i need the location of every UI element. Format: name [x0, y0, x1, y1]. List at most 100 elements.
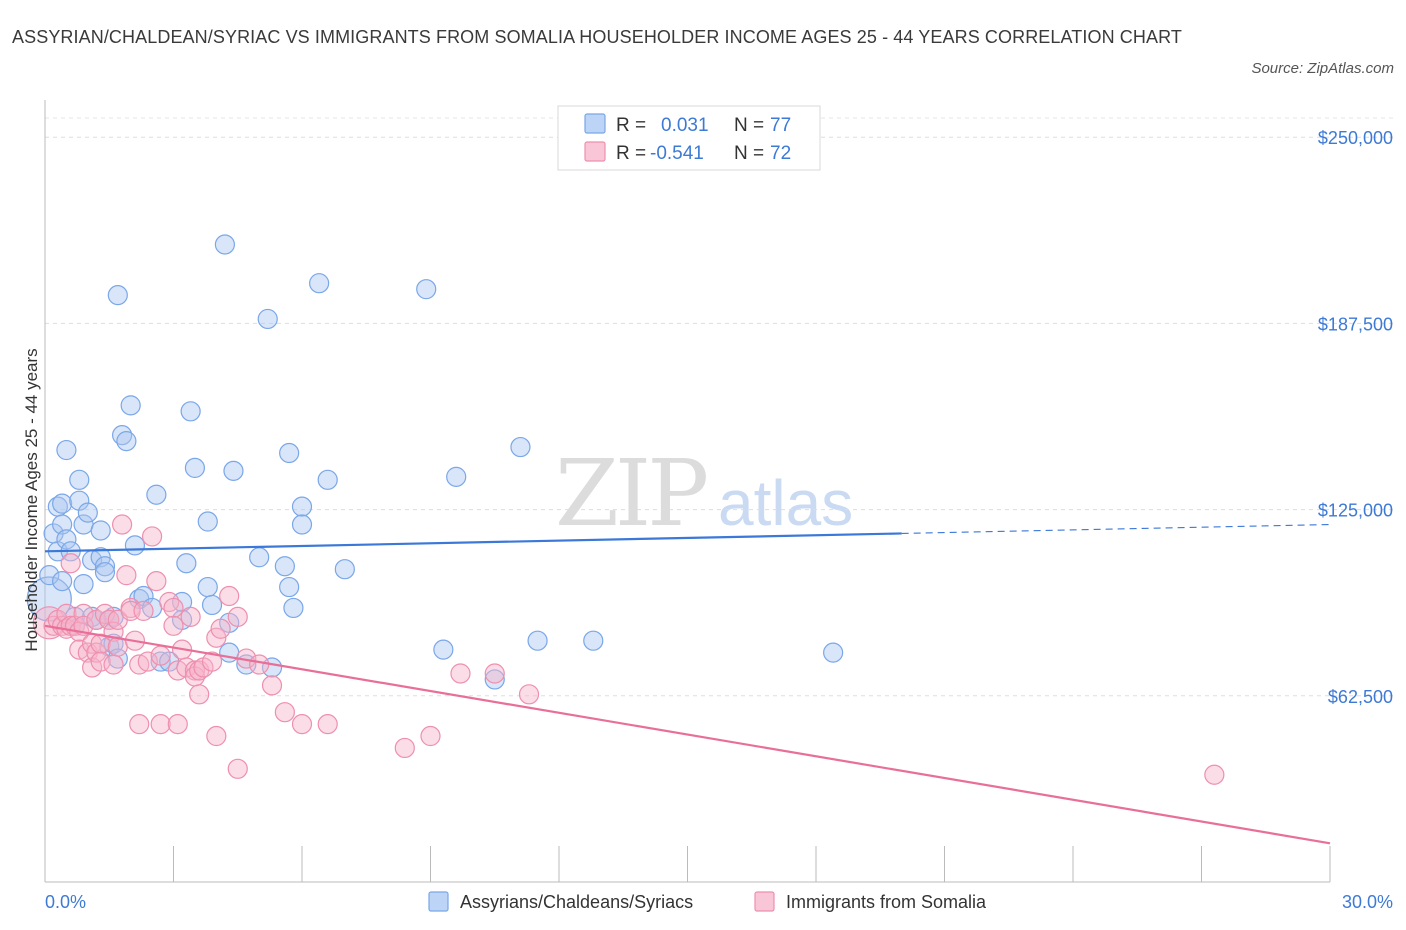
series-1-point-58 [227, 758, 248, 779]
watermark-atlas: atlas [718, 467, 853, 539]
series-0-point-0 [26, 576, 72, 622]
watermark: ZIP atlas [555, 440, 853, 547]
series-1-point-6 [60, 553, 81, 574]
series-1-point-61 [261, 675, 283, 696]
bottom-legend-swatch-blue [428, 891, 449, 912]
bottom-legend-label-1: Assyrians/Chaldeans/Syriacs [460, 892, 693, 912]
series-1-point-57 [227, 606, 248, 627]
legend-r-value-2: -0.541 [650, 143, 704, 164]
series-0-point-34 [124, 535, 146, 556]
data-points [26, 234, 1225, 785]
series-1-point-56 [219, 585, 240, 607]
series-1-point-69 [518, 684, 540, 705]
series-0-point-71 [527, 630, 548, 651]
watermark-zip: ZIP [555, 440, 706, 547]
x-tick-label-min: 0.0% [45, 892, 86, 912]
series-0-point-47 [197, 576, 218, 598]
series-0-point-64 [317, 469, 338, 490]
series-0-point-55 [257, 308, 278, 330]
series-1-point-40 [163, 597, 184, 619]
series-1-point-37 [150, 645, 171, 666]
series-0-point-9 [56, 439, 77, 461]
bottom-legend-swatch-pink [754, 891, 775, 912]
legend: R = 0.031 N = 77 R = -0.541 N = 72 [557, 105, 821, 171]
series-0-point-69 [484, 669, 505, 690]
series-0-points [26, 234, 844, 690]
legend-n-value-2: 72 [770, 143, 791, 164]
series-0-point-21 [90, 520, 111, 541]
legend-swatch-blue [584, 113, 606, 134]
legend-r-label-2: R = [616, 143, 646, 164]
y-tick-label-1: $125,000 [1318, 501, 1393, 521]
series-1-point-66 [420, 725, 441, 747]
series-1-point-43 [167, 714, 188, 735]
series-0-point-5 [52, 514, 73, 535]
series-1-point-52 [201, 651, 223, 672]
series-0-point-72 [583, 630, 604, 651]
series-1-point-65 [394, 737, 415, 759]
series-1-point-41 [163, 615, 184, 636]
series-0-point-73 [823, 642, 844, 663]
series-0-point-8 [56, 529, 77, 550]
series-0-point-49 [214, 234, 235, 255]
trend-line-series-1 [44, 624, 1331, 845]
series-0-point-70 [510, 436, 531, 458]
trend-line-series-0 [44, 532, 902, 553]
series-0-point-24 [94, 562, 116, 583]
series-0-point-16 [73, 573, 94, 595]
series-0-point-65 [334, 559, 355, 580]
series-0-point-43 [176, 553, 197, 574]
series-0-point-14 [69, 490, 90, 511]
y-axis-label: Householder Income Ages 25 - 44 years [22, 348, 41, 651]
series-0-point-63 [309, 273, 330, 294]
series-1-point-62 [274, 702, 295, 723]
trend-lines [44, 523, 1331, 845]
series-0-point-13 [69, 469, 90, 490]
series-0-point-17 [77, 502, 98, 523]
series-1-point-46 [180, 606, 201, 627]
series-0-point-60 [283, 597, 304, 619]
series-1-point-53 [206, 725, 227, 747]
series-0-point-6 [52, 493, 73, 514]
series-1-point-55 [210, 618, 231, 639]
series-0-point-1 [39, 565, 60, 586]
series-1-point-38 [150, 714, 171, 735]
series-1-point-21 [99, 609, 120, 630]
axes [44, 100, 1331, 883]
series-0-point-54 [249, 547, 270, 568]
series-1-point-11 [73, 603, 94, 624]
legend-swatch-pink [584, 141, 606, 162]
series-0-point-58 [279, 576, 300, 598]
bottom-legend-label-2: Immigrants from Somalia [786, 892, 987, 912]
series-1-point-68 [484, 663, 505, 684]
y-tick-label-3: $250,000 [1318, 128, 1393, 148]
series-0-point-38 [146, 484, 167, 505]
series-0-point-7 [52, 571, 73, 592]
series-1-point-64 [317, 714, 338, 735]
series-0-point-45 [184, 457, 206, 479]
bottom-legend: Assyrians/Chaldeans/Syriacs Immigrants f… [428, 891, 987, 912]
series-1-point-33 [133, 600, 154, 622]
grid-lines [45, 117, 1395, 697]
series-1-point-67 [450, 663, 471, 684]
trend-line-series-0-dashed [901, 523, 1331, 535]
legend-r-label-1: R = [616, 115, 646, 136]
legend-n-label-1: N = [734, 115, 764, 136]
series-1-point-36 [146, 571, 167, 592]
series-1-point-4 [56, 603, 77, 624]
series-0-point-51 [219, 642, 240, 663]
series-0-point-44 [180, 401, 201, 422]
series-0-point-66 [416, 279, 437, 300]
series-1-point-19 [90, 651, 111, 672]
series-0-point-33 [120, 395, 141, 416]
series-1-point-26 [111, 514, 133, 535]
series-1-point-35 [141, 526, 163, 547]
series-0-point-48 [201, 594, 223, 616]
y-tick-label-2: $187,500 [1318, 314, 1393, 334]
series-1-point-50 [189, 684, 210, 705]
series-0-point-23 [94, 556, 116, 577]
legend-r-value-1: 0.031 [661, 115, 709, 136]
legend-n-label-2: N = [734, 143, 764, 164]
series-0-point-59 [279, 442, 300, 464]
